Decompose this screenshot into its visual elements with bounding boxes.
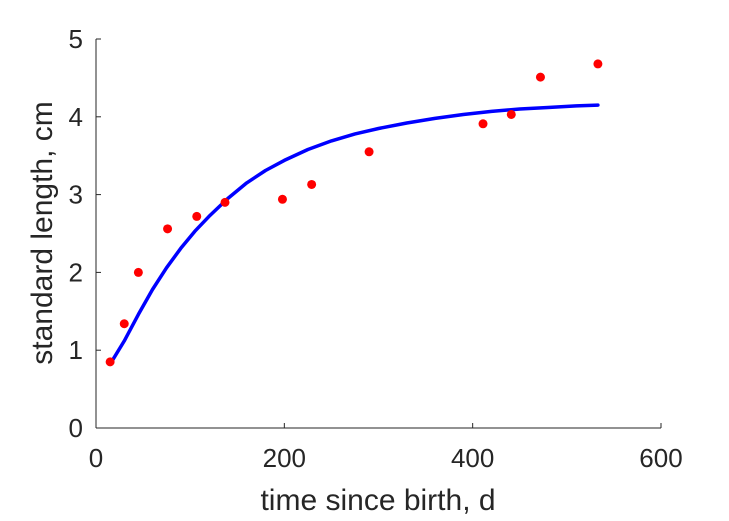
x-tick-label: 400 (451, 443, 494, 473)
data-point (163, 224, 173, 234)
y-tick-label: 1 (69, 335, 83, 365)
fit-curve (108, 103, 600, 366)
y-ticks: 0 1 2 3 4 5 (69, 24, 101, 443)
data-point (133, 267, 143, 277)
data-point (364, 147, 374, 157)
x-axis-label: time since birth, d (260, 484, 495, 517)
y-tick-label: 0 (69, 413, 83, 443)
data-point (119, 319, 129, 329)
data-point (593, 59, 603, 69)
data-point (277, 194, 287, 204)
y-tick-label: 4 (69, 102, 83, 132)
data-point (192, 211, 202, 221)
y-tick-label: 3 (69, 180, 83, 210)
y-tick-label: 5 (69, 24, 83, 54)
axes (95, 39, 661, 429)
data-point (307, 179, 317, 189)
y-axis-label: standard length, cm (26, 101, 59, 364)
data-point (220, 197, 230, 207)
y-tick-label: 2 (69, 257, 83, 287)
x-ticks: 0 200 400 600 (89, 423, 683, 473)
data-point (535, 72, 545, 82)
plot-area (105, 59, 603, 367)
data-point (506, 109, 516, 119)
data-point (105, 357, 115, 367)
data-point (478, 119, 488, 129)
x-tick-label: 0 (89, 443, 103, 473)
x-tick-label: 600 (639, 443, 682, 473)
x-tick-label: 200 (263, 443, 306, 473)
